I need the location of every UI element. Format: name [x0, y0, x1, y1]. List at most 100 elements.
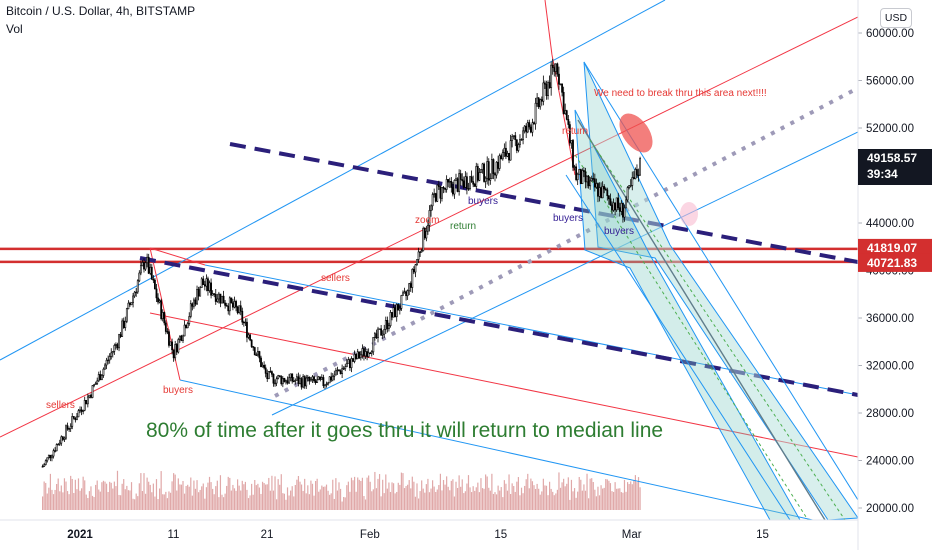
candle-body [611, 204, 613, 211]
candle-body [207, 278, 209, 291]
annotation-return: return [450, 221, 476, 232]
volume-bar [198, 492, 200, 510]
candle-body [261, 364, 264, 368]
volume-bar [394, 493, 396, 510]
volume-bar [51, 489, 53, 510]
volume-bar [244, 481, 246, 510]
candle-body [583, 170, 585, 173]
candle-body [450, 181, 453, 188]
candle-body [175, 344, 178, 353]
candle-body [350, 358, 353, 369]
candle-body [199, 287, 202, 297]
candle-body [43, 464, 46, 467]
volume-bar [508, 474, 510, 510]
candle-body [239, 305, 242, 312]
currency-button[interactable]: USD [880, 8, 912, 28]
candle-body [522, 130, 524, 140]
candle-body [578, 169, 581, 175]
candle-body [370, 351, 373, 354]
volume-bar [464, 491, 466, 510]
volume-bar [435, 491, 437, 510]
volume-bar [199, 489, 201, 510]
volume-bar [436, 489, 438, 510]
candle-body [441, 186, 443, 199]
volume-bar [524, 485, 526, 510]
volume-bar [461, 479, 463, 510]
candle-body [130, 302, 133, 306]
volume-bar [456, 487, 459, 510]
volume-bar [536, 483, 538, 510]
candle-body [572, 140, 574, 168]
candle-body [526, 122, 529, 133]
time-axis[interactable]: 2021 11 21 Feb 15 Mar 15 [0, 519, 858, 541]
candle-body [344, 366, 347, 370]
volume-bar [347, 481, 349, 510]
volume-bar [368, 475, 370, 510]
candle-body [562, 91, 565, 114]
candle-body [342, 368, 345, 370]
candle-body [302, 376, 305, 388]
volume-bar [260, 493, 262, 510]
candle-body [57, 443, 60, 446]
volume-bar [463, 493, 465, 510]
volume-bar [466, 483, 468, 510]
candle-body [90, 394, 92, 398]
volume-bar [43, 481, 45, 510]
candle-body [529, 126, 532, 133]
volume-bar [372, 489, 374, 510]
candle-body [531, 122, 534, 133]
volume-bar [446, 476, 448, 510]
candle-body [367, 352, 370, 357]
candle-body [44, 460, 47, 465]
candle-body [470, 176, 473, 182]
candle-body [264, 367, 267, 374]
candle-body [149, 266, 152, 274]
annotation-buyers: buyers [553, 213, 583, 224]
volume-bar [444, 484, 446, 510]
volume-bar [155, 479, 158, 510]
volume-bar [522, 493, 524, 510]
volume-bar [227, 476, 229, 510]
candle-body [191, 303, 194, 307]
candle-body [158, 300, 161, 303]
volume-bar [600, 485, 602, 510]
volume-bar [616, 488, 618, 510]
candle-body [409, 283, 412, 288]
volume-bar [333, 498, 335, 510]
volume-bar [603, 487, 605, 510]
candle-body [178, 335, 181, 340]
volume-bar [105, 483, 108, 510]
candle-body [193, 299, 195, 307]
candle-body [511, 136, 514, 142]
forecast-channel-inner [574, 109, 801, 520]
candle-body [266, 373, 269, 380]
candle-body [445, 179, 448, 190]
volume-bar [386, 488, 388, 510]
volume-bar [623, 479, 626, 510]
candle-body [405, 291, 407, 297]
volume-bar [305, 493, 307, 510]
price-axis[interactable]: 20000.00 24000.00 28000.00 32000.00 36000.00… [857, 0, 914, 550]
candle-body [129, 302, 131, 306]
volume-bar [374, 471, 376, 510]
volume-bar [68, 494, 70, 510]
volume-bar [152, 483, 154, 510]
volume-bar [383, 493, 385, 510]
volume-bar [96, 480, 98, 510]
volume-bar [76, 489, 78, 510]
volume-bar [134, 499, 136, 510]
candle-body [238, 305, 241, 313]
candle-body [100, 375, 103, 381]
candle-body [391, 312, 393, 318]
volume-bar [138, 483, 140, 510]
volume-bar [427, 478, 429, 510]
volume-bar [52, 494, 55, 510]
time-tick-label: 15 [494, 529, 507, 541]
level-tag [858, 238, 932, 257]
channel-lower-line [271, 131, 858, 416]
candle-body [448, 181, 451, 183]
candle-body [322, 377, 325, 387]
volume-bar [159, 488, 161, 510]
candle-body [503, 147, 506, 153]
